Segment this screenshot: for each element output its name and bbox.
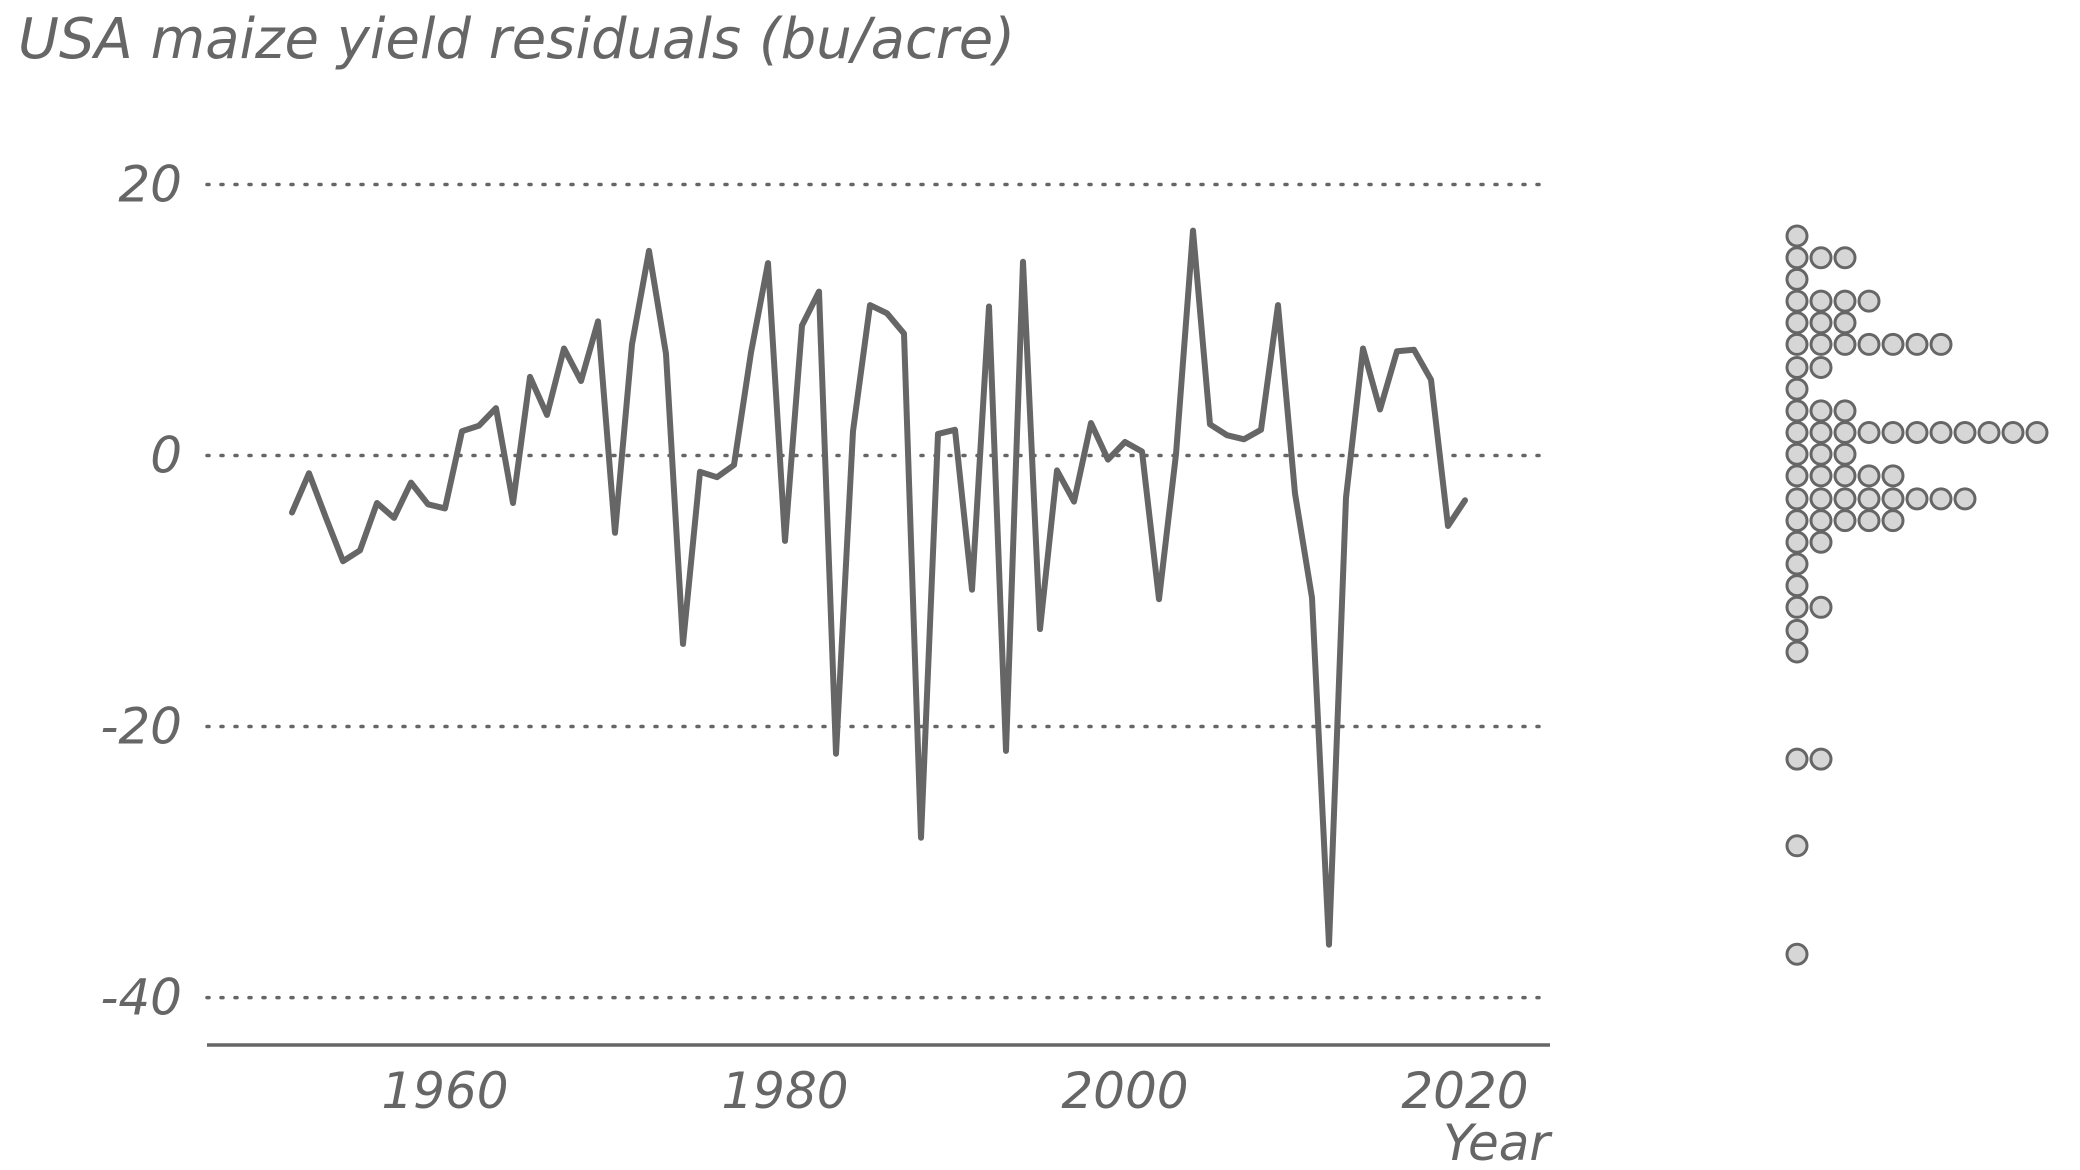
dotplot-dot	[1953, 421, 1977, 445]
gridlines	[205, 182, 1552, 1000]
dotplot-dot	[1881, 332, 1905, 356]
dotplot-dot	[1833, 421, 1857, 445]
y-tick-label: -40	[100, 969, 182, 1027]
dotplot-dot	[1833, 442, 1857, 466]
dotplot-dot	[1785, 311, 1809, 335]
dotplot-dot	[1809, 747, 1833, 771]
dotplot-dot	[1809, 355, 1833, 379]
y-tick-label: 0	[150, 427, 182, 485]
side-dotplot	[1785, 224, 2049, 966]
dotplot-dot	[1785, 224, 1809, 248]
dotplot-dot	[1785, 618, 1809, 642]
dotplot-dot	[1785, 442, 1809, 466]
dotplot-dot	[1857, 289, 1881, 313]
series-layer	[289, 227, 1468, 948]
dotplot-dot	[1809, 246, 1833, 270]
dotplot-dot	[1785, 509, 1809, 533]
dotplot-dot	[1929, 421, 1953, 445]
y-tick-label: -20	[100, 698, 182, 756]
dotplot-dot	[1785, 530, 1809, 554]
dotplot-dot	[1809, 332, 1833, 356]
x-tick-label: 2020	[1401, 1062, 1528, 1120]
dotplot-dot	[1881, 464, 1905, 488]
x-tick-label: 1980	[721, 1062, 848, 1120]
x-axis-title: Year	[1443, 1114, 1553, 1170]
dotplot-dot	[1785, 574, 1809, 598]
dotplot-dot	[1857, 487, 1881, 511]
dotplot-dot	[1785, 464, 1809, 488]
dotplot-dot	[1809, 464, 1833, 488]
x-tick-label: 2000	[1061, 1062, 1188, 1120]
dotplot-dot	[1785, 332, 1809, 356]
dotplot-dot	[1809, 487, 1833, 511]
dotplot-dot	[1929, 487, 1953, 511]
dotplot-dot	[1881, 509, 1905, 533]
dotplot-dot	[1785, 834, 1809, 858]
dotplot-dot	[1929, 332, 1953, 356]
dotplot-dot	[1809, 595, 1833, 619]
dotplot-dot	[1785, 289, 1809, 313]
dotplot-dot	[1833, 311, 1857, 335]
dotplot-dot	[1857, 421, 1881, 445]
dotplot-dot	[1809, 311, 1833, 335]
dotplot-dot	[1809, 289, 1833, 313]
dotplot-dot	[1785, 640, 1809, 664]
dotplot-dot	[1881, 487, 1905, 511]
dotplot-dot	[1785, 487, 1809, 511]
dotplot-dot	[1953, 487, 1977, 511]
dotplot-dot	[1905, 487, 1929, 511]
dotplot-dot	[1905, 332, 1929, 356]
dotplot-dot	[1977, 421, 2001, 445]
series-line	[289, 227, 1468, 948]
dotplot-dot	[1833, 487, 1857, 511]
dotplot-dot	[1833, 464, 1857, 488]
dotplot-dot	[1881, 421, 1905, 445]
chart-title: USA maize yield residuals (bu/acre)	[18, 7, 1015, 72]
dotplot-dot	[1833, 332, 1857, 356]
dotplot-dot	[1809, 421, 1833, 445]
x-tick-label: 1960	[381, 1062, 508, 1120]
x-tick-labels: 1960 1980 2000 2020	[381, 1062, 1528, 1120]
dotplot-dot	[1857, 509, 1881, 533]
dotplot-dot	[1833, 246, 1857, 270]
dotplot-dot	[1785, 942, 1809, 966]
dotplot-dot	[1809, 442, 1833, 466]
dotplot-dot	[2025, 421, 2049, 445]
dotplot-dot	[1785, 421, 1809, 445]
dotplot-dot	[1857, 332, 1881, 356]
dotplot-dot	[1785, 377, 1809, 401]
dotplot-dot	[1833, 399, 1857, 423]
dotplot-dot	[1857, 464, 1881, 488]
dotplot-dot	[1833, 289, 1857, 313]
y-tick-labels: -40 -20 0 20	[100, 156, 182, 1027]
dotplot-dot	[1785, 552, 1809, 576]
dotplot-dot	[2001, 421, 2025, 445]
y-tick-label: 20	[118, 156, 182, 214]
dotplot-dot	[1809, 530, 1833, 554]
dotplot-dot	[1785, 355, 1809, 379]
dotplot-dot	[1809, 509, 1833, 533]
dotplot-dot	[1785, 747, 1809, 771]
dotplot-dot	[1785, 595, 1809, 619]
dotplot-dot	[1785, 246, 1809, 270]
dotplot-dot	[1785, 399, 1809, 423]
dotplot-dot	[1905, 421, 1929, 445]
dotplot-dot	[1833, 509, 1857, 533]
dotplot-dot	[1809, 399, 1833, 423]
dotplot-dot	[1785, 267, 1809, 291]
